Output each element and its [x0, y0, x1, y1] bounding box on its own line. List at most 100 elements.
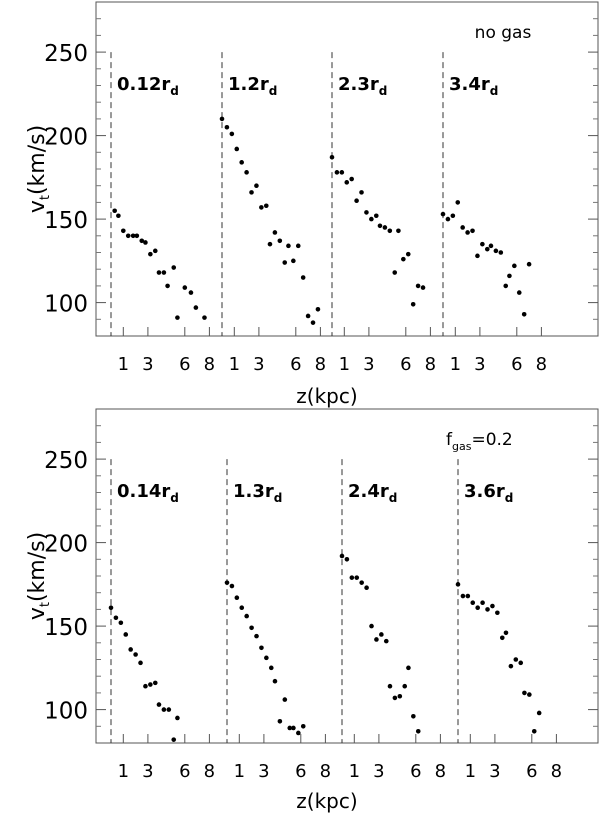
data-point — [268, 665, 274, 671]
data-point — [244, 170, 249, 175]
radius-label-part: d — [170, 491, 179, 505]
x-tick-label: 3 — [253, 354, 264, 375]
data-point — [152, 248, 158, 254]
data-point — [470, 228, 475, 234]
x-tick-label: 8 — [435, 761, 446, 782]
x-tick-label: 6 — [400, 354, 411, 375]
data-point — [373, 213, 379, 219]
radius-label: 2.3rd — [338, 74, 387, 98]
data-point — [277, 718, 283, 724]
data-point — [503, 630, 509, 636]
data-point — [121, 228, 126, 234]
data-point — [526, 261, 532, 267]
data-point — [334, 170, 340, 175]
data-point — [229, 583, 235, 589]
data-point — [485, 607, 490, 612]
x-tick-label: 1 — [349, 761, 360, 782]
data-point — [344, 557, 350, 562]
data-point — [254, 183, 259, 188]
data-point — [296, 730, 301, 736]
data-point — [171, 737, 177, 742]
data-point — [480, 241, 485, 247]
data-point — [465, 230, 470, 235]
data-point — [495, 610, 500, 616]
data-point — [272, 230, 278, 235]
data-point — [527, 692, 532, 697]
radius-label-part: d — [505, 491, 514, 505]
radius-label-part: 0.14r — [117, 481, 170, 502]
data-point — [387, 683, 393, 689]
x-tick-label: 3 — [142, 761, 153, 782]
radius-label: 1.2rd — [228, 74, 277, 98]
x-tick-label: 6 — [290, 354, 301, 375]
radius-label-part: d — [170, 84, 179, 98]
x-tick-label: 1 — [465, 761, 476, 782]
data-point — [377, 223, 383, 229]
data-point — [300, 724, 306, 729]
data-point — [354, 575, 360, 580]
data-point — [259, 645, 264, 651]
y-tick-label: 200 — [44, 125, 88, 151]
data-point — [254, 633, 259, 639]
data-point — [507, 273, 512, 279]
radius-label: 0.12rd — [117, 74, 179, 98]
data-point — [148, 251, 153, 257]
radius-label-part: 2.3r — [338, 74, 379, 95]
radius-label-part: d — [274, 491, 283, 505]
data-point — [480, 600, 485, 606]
data-point — [382, 225, 388, 230]
data-point — [112, 208, 117, 214]
data-point — [369, 216, 374, 222]
data-point — [411, 713, 416, 719]
panel-annotation: fgas=0.2 — [446, 430, 513, 453]
x-tick-label: 6 — [511, 354, 522, 375]
x-tick-label: 8 — [315, 354, 326, 375]
x-tick-label: 6 — [295, 761, 306, 782]
data-point — [156, 702, 162, 707]
data-point — [383, 638, 389, 644]
radius-label-part: 3.6r — [464, 481, 505, 502]
data-point — [415, 283, 421, 289]
data-point — [130, 233, 136, 239]
data-point — [128, 647, 133, 652]
panel-annotation-part: f — [446, 430, 453, 450]
data-point — [406, 665, 411, 671]
radius-label-part: 1.2r — [228, 74, 269, 95]
x-tick-label: 6 — [410, 761, 421, 782]
data-point — [224, 124, 230, 130]
radius-label-part: 1.3r — [233, 481, 274, 502]
data-point — [123, 632, 129, 637]
data-point — [518, 660, 524, 666]
data-point — [161, 270, 167, 275]
x-tick-label: 1 — [118, 354, 129, 375]
data-point — [287, 725, 293, 731]
y-axis-title-part: v — [25, 607, 50, 620]
radius-label: 3.6rd — [464, 481, 513, 505]
data-point — [300, 275, 306, 280]
data-point — [402, 683, 408, 689]
x-tick-label: 3 — [258, 761, 269, 782]
y-axis-title-part: t — [38, 602, 53, 607]
data-point — [460, 225, 465, 230]
data-point — [364, 585, 369, 590]
data-point — [175, 715, 180, 721]
data-point — [315, 306, 321, 312]
radius-label: 3.4rd — [449, 74, 498, 98]
data-point — [161, 707, 167, 712]
y-tick-label: 250 — [44, 448, 88, 474]
x-tick-label: 1 — [450, 354, 461, 375]
data-point — [508, 663, 514, 669]
data-point — [188, 290, 194, 295]
data-point — [125, 233, 131, 239]
panel-annotation-part: =0.2 — [471, 430, 512, 450]
x-tick-label: 3 — [142, 354, 153, 375]
data-point — [202, 315, 207, 320]
data-point — [282, 697, 288, 702]
data-point — [239, 605, 245, 611]
data-point — [392, 695, 398, 701]
data-point — [152, 680, 158, 686]
data-point — [263, 203, 269, 209]
data-point — [148, 682, 153, 687]
data-point — [329, 155, 335, 160]
data-point — [536, 710, 542, 716]
